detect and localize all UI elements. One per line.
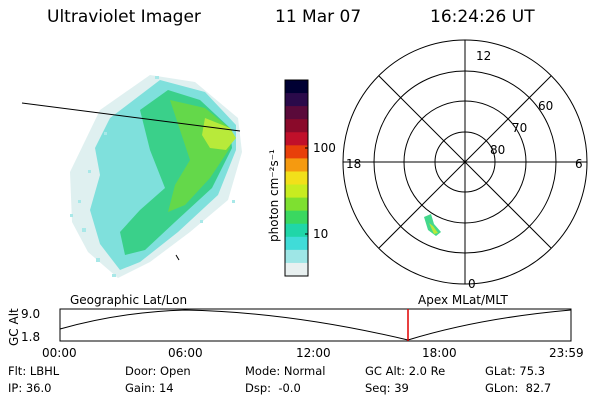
status-filter: Flt: LBHL <box>8 364 60 378</box>
status-gc-alt: GC Alt: 2.0 Re <box>365 364 446 378</box>
colorbar-stop <box>285 249 308 264</box>
timeline-xtick-2359: 23:59 <box>549 346 584 360</box>
colorbar-stop <box>285 145 308 159</box>
colorbar-stop <box>285 119 308 133</box>
colorbar-tick-10: 10 <box>313 227 328 241</box>
timeline-ytick-1.8: 1.8 <box>21 330 40 344</box>
colorbar-stop <box>285 210 308 225</box>
status-door: Door: Open <box>125 364 191 378</box>
observation-time: 16:24:26 UT <box>430 7 535 27</box>
colorbar-stop <box>285 236 308 251</box>
mlt-label-6: 6 <box>575 157 583 171</box>
mlt-label-0: 0 <box>468 277 476 291</box>
timeline-xtick-0600: 06:00 <box>168 346 203 360</box>
timeline-xtick-0000: 00:00 <box>42 346 77 360</box>
status-glon: GLon: 82.7 <box>485 381 552 395</box>
timeline-left-caption: Geographic Lat/Lon <box>70 293 187 307</box>
colorbar-stop <box>285 262 308 277</box>
status-seq: Seq: 39 <box>365 381 409 395</box>
image-tick-mark <box>175 254 180 261</box>
mlt-label-12: 12 <box>476 49 491 63</box>
auroral-image <box>21 75 242 278</box>
mlt-label-18: 18 <box>346 157 361 171</box>
status-gain: Gain: 14 <box>125 381 174 395</box>
aurora-speckles <box>70 76 235 277</box>
colorbar-frame <box>284 79 309 277</box>
timeline-right-caption: Apex MLat/MLT <box>418 293 508 307</box>
polar-diagonal-2 <box>378 75 552 249</box>
lat-label-60: 60 <box>538 99 553 113</box>
colorbar-stop <box>285 93 308 107</box>
colorbar-stop <box>285 80 308 94</box>
colorbar-stop <box>285 132 308 146</box>
colorbar: 100 10 photon cm⁻²s⁻¹ <box>267 79 336 277</box>
colorbar-tick-100: 100 <box>313 141 336 155</box>
status-dsp: Dsp: -0.0 <box>245 381 301 395</box>
colorbar-stop <box>285 223 308 238</box>
colorbar-stop <box>285 171 308 186</box>
timeline-xtick-1200: 12:00 <box>296 346 331 360</box>
timeline-xtick-1800: 18:00 <box>422 346 457 360</box>
polar-aurora-patch <box>424 214 441 236</box>
colorbar-stop <box>285 197 308 212</box>
altitude-curve <box>59 309 572 341</box>
lat-label-70: 70 <box>512 121 527 135</box>
polar-plot <box>342 39 588 285</box>
timeline-y-axis-label: GC Alt <box>7 308 21 346</box>
colorbar-unit-label: photon cm⁻²s⁻¹ <box>267 149 281 242</box>
instrument-title: Ultraviolet Imager <box>47 7 201 27</box>
colorbar-stop <box>285 158 308 172</box>
colorbar-stop <box>285 184 308 199</box>
status-mode: Mode: Normal <box>245 364 326 378</box>
colorbar-stop <box>285 106 308 120</box>
lat-label-80: 80 <box>490 143 505 157</box>
timeline-frame <box>59 308 572 342</box>
status-ip: IP: 36.0 <box>8 381 52 395</box>
status-glat: GLat: 75.3 <box>485 364 546 378</box>
timeline-ytick-9: 9.0 <box>21 307 40 321</box>
reference-line <box>21 102 241 132</box>
observation-date: 11 Mar 07 <box>275 7 362 27</box>
timeline-plot: Geographic Lat/Lon Apex MLat/MLT 9.0 1.8… <box>7 293 584 360</box>
